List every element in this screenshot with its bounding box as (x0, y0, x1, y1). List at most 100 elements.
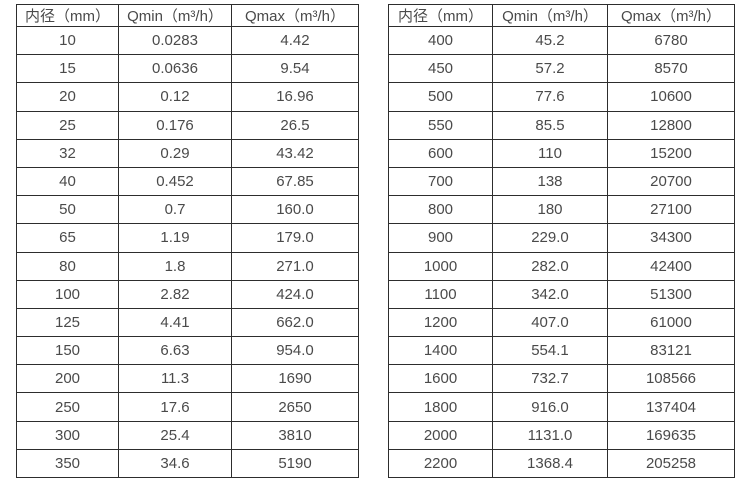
table-cell: 125 (16, 307, 119, 338)
header-row: 内径（mm） Qmin（m³/h） Qmax（m³/h） (16, 4, 359, 27)
table-cell: 45.2 (492, 25, 608, 56)
table-row: 80 1.8 271.0 (16, 251, 359, 281)
table-row: 32 0.29 43.42 (16, 138, 359, 168)
table-cell: 271.0 (231, 251, 359, 281)
table-cell: 137404 (607, 392, 735, 422)
table-row: 450 57.2 8570 (388, 54, 735, 84)
table-row: 600 110 15200 (388, 138, 735, 168)
table-cell: 1000 (388, 251, 493, 281)
table-cell: 282.0 (492, 251, 608, 281)
table-cell: 300 (16, 420, 119, 450)
table-cell: 0.452 (118, 166, 232, 197)
table-row: 300 25.4 3810 (16, 420, 359, 450)
table-row: 1000 282.0 42400 (388, 251, 735, 281)
table-cell: 65 (16, 223, 119, 253)
table-cell: 554.1 (492, 336, 608, 366)
table-cell: 229.0 (492, 223, 608, 253)
table-row: 550 85.5 12800 (388, 110, 735, 140)
table-row: 2000 1131.0 169635 (388, 420, 735, 450)
table-cell: 1400 (388, 336, 493, 366)
table-cell: 916.0 (492, 392, 608, 422)
table-cell: 15200 (607, 138, 735, 168)
table-cell: 169635 (607, 420, 735, 450)
table-cell: 42400 (607, 251, 735, 281)
table-row: 400 45.2 6780 (388, 25, 735, 56)
column-header: Qmax（m³/h） (607, 4, 735, 27)
table-cell: 1200 (388, 307, 493, 338)
table-row: 40 0.452 67.85 (16, 166, 359, 197)
table-cell: 180 (492, 195, 608, 225)
table-cell: 342.0 (492, 279, 608, 309)
table-cell: 6.63 (118, 336, 232, 366)
table-cell: 51300 (607, 279, 735, 309)
table-row: 250 17.6 2650 (16, 392, 359, 422)
table-cell: 200 (16, 364, 119, 394)
table-cell: 16.96 (231, 82, 359, 112)
table-cell: 1131.0 (492, 420, 608, 450)
table-cell: 150 (16, 336, 119, 366)
table-row: 2200 1368.4 205258 (388, 448, 735, 479)
table-cell: 5190 (231, 448, 359, 479)
table-cell: 550 (388, 110, 493, 140)
flow-rate-table-small-diameters: 内径（mm） Qmin（m³/h） Qmax（m³/h） 10 0.0283 4.42 15… (16, 4, 359, 479)
table-cell: 1.8 (118, 251, 232, 281)
table-cell: 4.42 (231, 25, 359, 56)
table-cell: 424.0 (231, 279, 359, 309)
table-cell: 100 (16, 279, 119, 309)
table-cell: 57.2 (492, 54, 608, 84)
table-cell: 350 (16, 448, 119, 479)
table-cell: 662.0 (231, 307, 359, 338)
column-header: Qmin（m³/h） (492, 4, 608, 27)
table-cell: 0.0636 (118, 54, 232, 84)
table-cell: 50 (16, 195, 119, 225)
table-cell: 25 (16, 110, 119, 140)
table-row: 350 34.6 5190 (16, 448, 359, 479)
table-cell: 1.19 (118, 223, 232, 253)
table-cell: 450 (388, 54, 493, 84)
table-cell: 500 (388, 82, 493, 112)
table-cell: 250 (16, 392, 119, 422)
table-row: 65 1.19 179.0 (16, 223, 359, 253)
table-cell: 67.85 (231, 166, 359, 197)
table-row: 900 229.0 34300 (388, 223, 735, 253)
table-cell: 8570 (607, 54, 735, 84)
table-cell: 1368.4 (492, 448, 608, 479)
table-cell: 1600 (388, 364, 493, 394)
table-cell: 954.0 (231, 336, 359, 366)
column-header: Qmin（m³/h） (118, 4, 232, 27)
table-cell: 80 (16, 251, 119, 281)
column-header: 内径（mm） (388, 4, 493, 27)
table-row: 500 77.6 10600 (388, 82, 735, 112)
table-row: 700 138 20700 (388, 166, 735, 197)
table-cell: 110 (492, 138, 608, 168)
table-row: 25 0.176 26.5 (16, 110, 359, 140)
table-row: 20 0.12 16.96 (16, 82, 359, 112)
table-cell: 0.0283 (118, 25, 232, 56)
table-cell: 700 (388, 166, 493, 197)
table-row: 1100 342.0 51300 (388, 279, 735, 309)
table-row: 150 6.63 954.0 (16, 336, 359, 366)
table-cell: 85.5 (492, 110, 608, 140)
table-cell: 2000 (388, 420, 493, 450)
table-cell: 3810 (231, 420, 359, 450)
table-cell: 20700 (607, 166, 735, 197)
table-cell: 17.6 (118, 392, 232, 422)
table-row: 1600 732.7 108566 (388, 364, 735, 394)
column-header: Qmax（m³/h） (231, 4, 359, 27)
table-cell: 2200 (388, 448, 493, 479)
table-cell: 800 (388, 195, 493, 225)
table-row: 50 0.7 160.0 (16, 195, 359, 225)
table-cell: 1800 (388, 392, 493, 422)
table-cell: 20 (16, 82, 119, 112)
table-cell: 26.5 (231, 110, 359, 140)
table-cell: 27100 (607, 195, 735, 225)
table-cell: 4.41 (118, 307, 232, 338)
table-cell: 77.6 (492, 82, 608, 112)
table-cell: 0.176 (118, 110, 232, 140)
table-cell: 0.7 (118, 195, 232, 225)
table-cell: 1690 (231, 364, 359, 394)
table-row: 100 2.82 424.0 (16, 279, 359, 309)
table-row: 1800 916.0 137404 (388, 392, 735, 422)
table-cell: 6780 (607, 25, 735, 56)
